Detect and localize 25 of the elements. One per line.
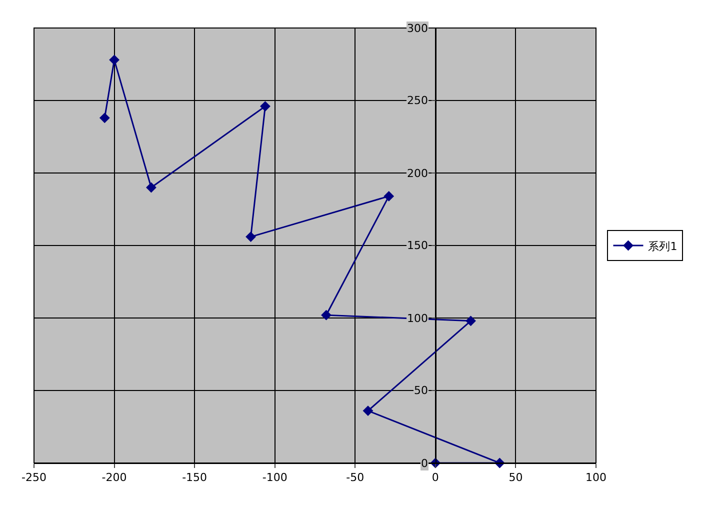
y-tick-label: 200 [407,167,428,180]
point [466,316,476,326]
point [99,112,110,124]
point [246,232,256,242]
x-tick-label: 50 [508,471,523,484]
y-tick-label: 250 [407,94,428,107]
point [146,182,156,193]
y-tick-label: 0 [421,457,428,470]
point [260,101,270,112]
x-tick-label: 100 [586,471,606,484]
point [321,310,332,320]
x-tick-label: -200 [102,471,127,484]
x-tick-label: 0 [432,471,439,484]
y-tick-label: 50 [414,384,428,397]
point [384,191,394,202]
x-tick-label: -100 [262,471,288,484]
x-tick-label: -150 [182,471,208,484]
y-tick-label: 150 [407,239,428,252]
x-tick-label: -50 [346,471,364,484]
y-tick-label: 100 [407,312,428,325]
legend-label: 系列1 [648,240,678,253]
y-tick-label: 300 [407,22,428,35]
point [109,54,120,66]
x-tick-label: -250 [22,471,46,484]
point [362,406,374,416]
